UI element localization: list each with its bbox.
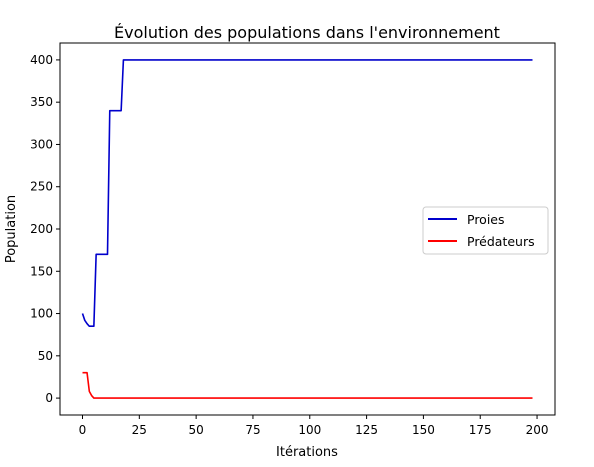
x-axis: 0 25 50 75 100 125 150 175 200 [79, 415, 549, 437]
y-tick-label: 250 [30, 180, 53, 194]
series-layer [81, 59, 533, 399]
y-tick-label: 300 [30, 137, 53, 151]
series-line-predateurs [82, 371, 533, 399]
chart-title: Évolution des populations dans l'environ… [114, 23, 500, 42]
y-tick-label: 350 [30, 95, 53, 109]
y-axis-title: Population [4, 195, 19, 263]
x-tick-label: 0 [79, 423, 87, 437]
legend-label-proies: Proies [467, 212, 505, 227]
x-tick-label: 125 [355, 423, 378, 437]
series-line-proies [81, 59, 533, 328]
y-tick-label: 0 [45, 391, 53, 405]
y-tick-label: 150 [30, 264, 53, 278]
x-tick-label: 50 [188, 423, 203, 437]
x-tick-label: 175 [469, 423, 492, 437]
x-tick-label: 150 [412, 423, 435, 437]
x-tick-label: 100 [298, 423, 321, 437]
x-tick-label: 200 [526, 423, 549, 437]
y-tick-label: 100 [30, 307, 53, 321]
legend-label-predateurs: Prédateurs [467, 234, 535, 249]
y-axis: 0 50 100 150 200 250 300 350 400 [30, 53, 60, 405]
y-tick-label: 200 [30, 222, 53, 236]
x-tick-label: 25 [132, 423, 147, 437]
x-tick-label: 75 [245, 423, 260, 437]
y-tick-label: 400 [30, 53, 53, 67]
y-tick-label: 50 [38, 349, 53, 363]
legend: Proies Prédateurs [422, 206, 549, 255]
x-axis-title: Itérations [276, 445, 338, 460]
